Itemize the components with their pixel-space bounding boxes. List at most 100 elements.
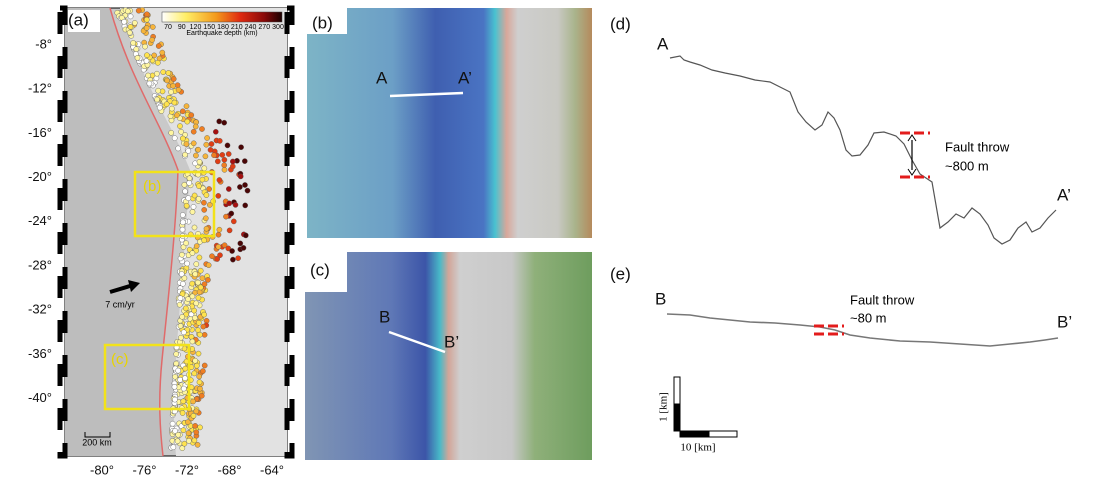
quake-dot bbox=[196, 147, 201, 152]
quake-dot bbox=[203, 216, 208, 221]
quake-dot bbox=[217, 138, 222, 143]
quake-dot bbox=[227, 228, 232, 233]
quake-dot bbox=[183, 366, 188, 371]
quake-dot bbox=[171, 76, 176, 81]
quake-dot bbox=[193, 124, 198, 129]
lon-tick-label: -80° bbox=[90, 462, 114, 477]
colorbar bbox=[162, 12, 282, 22]
figure: 7090120150180210240270300 Earthquake dep… bbox=[0, 0, 1093, 483]
quake-dot bbox=[182, 182, 187, 187]
quake-dot bbox=[171, 83, 176, 88]
quake-dot bbox=[172, 397, 177, 402]
quake-dot bbox=[144, 17, 149, 22]
quake-dot bbox=[179, 252, 184, 257]
quake-dot bbox=[201, 200, 206, 205]
profile-e: (e) B B’ Fault throw ~80 m 1 [km] 10 [km… bbox=[610, 264, 1072, 453]
quake-dot bbox=[205, 277, 210, 282]
quake-dot bbox=[156, 43, 161, 48]
quake-dot bbox=[201, 324, 206, 329]
quake-dot bbox=[202, 207, 207, 212]
box-label: (c) bbox=[111, 351, 129, 368]
annotation: ~800 m bbox=[945, 158, 989, 173]
quake-dot bbox=[165, 78, 170, 83]
quake-dot bbox=[168, 89, 173, 94]
scale-bar bbox=[674, 404, 680, 431]
quake-dot bbox=[241, 245, 246, 250]
quake-dot bbox=[199, 126, 204, 131]
quake-dot bbox=[180, 212, 185, 217]
quake-dot bbox=[197, 290, 202, 295]
quake-dot bbox=[215, 159, 220, 164]
quake-dot bbox=[193, 358, 198, 363]
lat-tick-label: -20° bbox=[28, 169, 52, 184]
quake-dot bbox=[229, 211, 234, 216]
quake-dot bbox=[166, 70, 171, 75]
frame-ticks bbox=[60, 8, 65, 456]
quake-dot bbox=[193, 153, 198, 158]
quake-dot bbox=[202, 332, 207, 337]
quake-dot bbox=[181, 386, 186, 391]
quake-dot bbox=[222, 163, 227, 168]
quake-dot bbox=[179, 271, 184, 276]
quake-dot bbox=[217, 227, 222, 232]
quake-dot bbox=[191, 141, 196, 146]
lat-tick-label: -28° bbox=[28, 257, 52, 272]
quake-dot bbox=[184, 142, 189, 147]
quake-dot bbox=[197, 332, 202, 337]
quake-dot bbox=[146, 73, 151, 78]
quake-dot bbox=[192, 315, 197, 320]
scale-bar bbox=[674, 377, 680, 404]
quake-dot bbox=[193, 272, 198, 277]
quake-dot bbox=[202, 363, 207, 368]
quake-dot bbox=[195, 280, 200, 285]
relief-image bbox=[307, 8, 592, 238]
quake-dot bbox=[155, 60, 160, 65]
quake-dot bbox=[223, 214, 228, 219]
lat-tick-label: -32° bbox=[28, 302, 52, 317]
quake-dot bbox=[196, 320, 201, 325]
quake-dot bbox=[178, 296, 183, 301]
quake-dot bbox=[179, 129, 184, 134]
quake-dot bbox=[187, 176, 192, 181]
quake-dot bbox=[203, 154, 208, 159]
quake-dot bbox=[202, 312, 207, 317]
lat-tick-label: -16° bbox=[28, 125, 52, 140]
profile-start: B bbox=[379, 307, 390, 326]
quake-dot bbox=[181, 428, 186, 433]
quake-dot bbox=[227, 201, 232, 206]
quake-dot bbox=[217, 177, 222, 182]
lon-tick-label: -72° bbox=[175, 462, 199, 477]
quake-dot bbox=[196, 295, 201, 300]
quake-dot bbox=[193, 423, 198, 428]
quake-dot bbox=[216, 232, 221, 237]
quake-dot bbox=[216, 244, 221, 249]
quake-dot bbox=[125, 9, 130, 14]
lon-tick-label: -76° bbox=[133, 462, 157, 477]
profile-start: B bbox=[655, 289, 666, 308]
quake-dot bbox=[192, 225, 197, 230]
quake-dot bbox=[180, 281, 185, 286]
quake-dot bbox=[144, 53, 149, 58]
quake-dot bbox=[186, 196, 191, 201]
quake-dot bbox=[226, 151, 231, 156]
quake-dot bbox=[157, 105, 162, 110]
quake-dot bbox=[190, 339, 195, 344]
quake-dot bbox=[175, 439, 180, 444]
quake-dot bbox=[194, 262, 199, 267]
quake-dot bbox=[233, 202, 238, 207]
panel-label: (a) bbox=[68, 10, 89, 29]
quake-dot bbox=[194, 244, 199, 249]
quake-dot bbox=[220, 152, 225, 157]
quake-dot bbox=[191, 413, 196, 418]
quake-dot bbox=[177, 124, 182, 129]
quake-dot bbox=[209, 254, 214, 259]
quake-dot bbox=[194, 301, 199, 306]
quake-dot bbox=[202, 238, 207, 243]
quake-dot bbox=[134, 47, 139, 52]
quake-dot bbox=[177, 302, 182, 307]
quake-dot bbox=[222, 120, 227, 125]
quake-dot bbox=[150, 37, 155, 42]
colorbar-tick-label: 300 bbox=[272, 24, 284, 31]
quake-dot bbox=[154, 76, 159, 81]
